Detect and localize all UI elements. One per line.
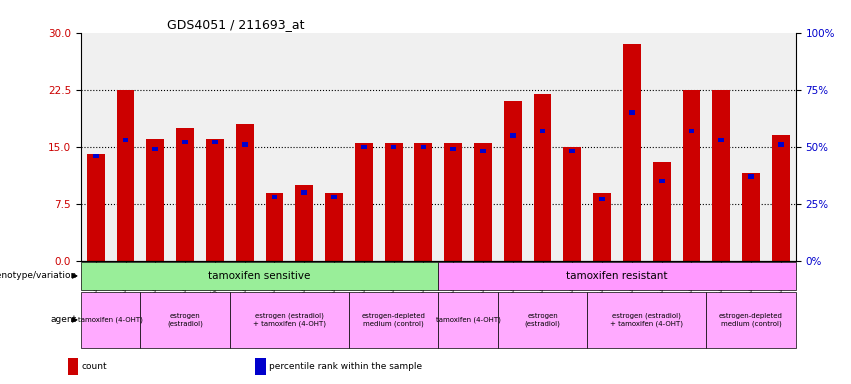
Text: estrogen (estradiol)
+ tamoxifen (4-OHT): estrogen (estradiol) + tamoxifen (4-OHT) (610, 313, 683, 327)
Bar (242, 142, 248, 147)
Bar (123, 138, 129, 142)
Bar (444, 143, 462, 261)
Bar (331, 195, 337, 199)
Bar (93, 154, 99, 158)
Bar (438, 292, 498, 348)
Text: count: count (82, 362, 107, 371)
Bar (718, 138, 724, 142)
Bar (540, 129, 545, 133)
Text: tamoxifen sensitive: tamoxifen sensitive (208, 271, 311, 281)
Text: estrogen
(estradiol): estrogen (estradiol) (167, 313, 203, 327)
Bar (152, 147, 158, 151)
Bar (68, 358, 78, 375)
Text: tamoxifen (4-OHT): tamoxifen (4-OHT) (78, 317, 143, 323)
Bar (706, 292, 796, 348)
Bar (301, 190, 307, 195)
Bar (772, 136, 790, 261)
Bar (414, 143, 432, 261)
Text: estrogen
(estradiol): estrogen (estradiol) (524, 313, 561, 327)
Bar (778, 142, 784, 147)
Text: estrogen (estradiol)
+ tamoxifen (4-OHT): estrogen (estradiol) + tamoxifen (4-OHT) (253, 313, 326, 327)
Bar (87, 154, 105, 261)
Bar (385, 143, 403, 261)
Bar (361, 145, 367, 149)
Bar (659, 179, 665, 183)
Bar (623, 44, 641, 261)
Bar (117, 90, 134, 261)
Text: GDS4051 / 211693_at: GDS4051 / 211693_at (167, 18, 304, 31)
Bar (146, 139, 164, 261)
Bar (742, 174, 760, 261)
Bar (712, 90, 730, 261)
Bar (629, 111, 635, 115)
Bar (510, 133, 516, 137)
Text: percentile rank within the sample: percentile rank within the sample (269, 362, 422, 371)
Bar (563, 147, 581, 261)
Bar (391, 145, 397, 149)
Text: agent: agent (50, 315, 77, 324)
Text: genotype/variation: genotype/variation (0, 271, 77, 280)
Text: estrogen-depleted
medium (control): estrogen-depleted medium (control) (719, 313, 783, 327)
Bar (534, 94, 551, 261)
Bar (748, 174, 754, 179)
Bar (474, 143, 492, 261)
Bar (325, 192, 343, 261)
Bar (653, 162, 671, 261)
Bar (271, 195, 277, 199)
Bar (420, 145, 426, 149)
Bar (569, 149, 575, 154)
Bar (599, 197, 605, 202)
Text: tamoxifen resistant: tamoxifen resistant (566, 271, 668, 281)
Bar (498, 292, 587, 348)
Bar (349, 292, 438, 348)
Bar (212, 140, 218, 144)
Bar (206, 139, 224, 261)
Bar (480, 149, 486, 154)
Bar (438, 262, 796, 290)
Bar (266, 192, 283, 261)
Bar (587, 292, 706, 348)
Text: estrogen-depleted
medium (control): estrogen-depleted medium (control) (362, 313, 426, 327)
Bar (355, 143, 373, 261)
Bar (504, 101, 522, 261)
Bar (81, 292, 140, 348)
Bar (230, 292, 349, 348)
Bar (295, 185, 313, 261)
Bar (688, 129, 694, 133)
Text: tamoxifen (4-OHT): tamoxifen (4-OHT) (436, 317, 500, 323)
Bar (140, 292, 230, 348)
Bar (182, 140, 188, 144)
Bar (450, 147, 456, 151)
Bar (593, 192, 611, 261)
Bar (81, 262, 438, 290)
Bar (236, 124, 254, 261)
Bar (176, 128, 194, 261)
Bar (683, 90, 700, 261)
Bar (255, 358, 266, 375)
